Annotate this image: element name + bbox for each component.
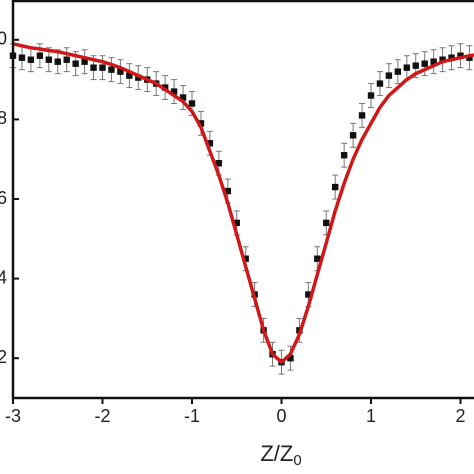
marker xyxy=(403,64,410,71)
data-point xyxy=(18,45,26,71)
marker xyxy=(188,100,196,107)
marker xyxy=(135,74,142,81)
marker xyxy=(233,219,240,227)
marker xyxy=(305,291,312,298)
data-point xyxy=(367,83,375,108)
x-tick-label: -1 xyxy=(184,406,200,426)
y-tick-label: 0.4 xyxy=(0,267,7,287)
data-point xyxy=(340,142,348,168)
data-point xyxy=(358,102,366,128)
marker xyxy=(215,159,223,167)
marker xyxy=(54,58,61,65)
data-point xyxy=(448,45,455,71)
marker xyxy=(314,255,321,262)
y-tick-label: 0.6 xyxy=(0,188,7,208)
marker xyxy=(63,56,70,63)
marker xyxy=(206,140,214,147)
marker xyxy=(36,52,44,59)
marker xyxy=(179,94,187,101)
data-point xyxy=(63,47,70,73)
data-point xyxy=(81,49,88,75)
marker xyxy=(170,88,178,95)
marker xyxy=(287,355,294,362)
data-point xyxy=(376,71,384,97)
data-point xyxy=(117,59,124,85)
x-tick-label: 0 xyxy=(276,406,286,426)
marker xyxy=(421,60,428,67)
marker xyxy=(349,132,357,139)
fit-line xyxy=(12,42,474,364)
marker xyxy=(90,64,97,71)
data-point xyxy=(126,63,133,89)
data-point xyxy=(170,79,178,104)
data-point xyxy=(439,47,446,73)
data-point xyxy=(457,43,464,69)
marker xyxy=(332,183,339,191)
marker xyxy=(394,68,402,75)
marker xyxy=(242,255,249,262)
marker xyxy=(108,66,115,73)
data-point xyxy=(108,57,115,83)
marker xyxy=(439,56,446,63)
marker xyxy=(81,58,88,65)
data-point xyxy=(27,47,35,73)
data-point xyxy=(430,49,437,75)
marker xyxy=(99,64,106,71)
marker xyxy=(430,58,437,65)
x-tick-label: -2 xyxy=(94,406,110,426)
data-point xyxy=(332,174,339,200)
marker xyxy=(224,187,231,195)
marker xyxy=(323,219,330,227)
marker xyxy=(340,152,348,159)
x-axis-label: Z/Z0 xyxy=(260,441,301,469)
marker xyxy=(367,92,375,99)
y-tick-label: 0.8 xyxy=(0,108,7,128)
data-point xyxy=(179,85,187,110)
marker xyxy=(466,54,473,61)
data-point xyxy=(394,59,402,85)
data-point xyxy=(466,45,473,71)
y-tick-label: 0.2 xyxy=(0,347,7,367)
marker xyxy=(45,56,52,63)
marker xyxy=(72,60,79,67)
marker xyxy=(197,120,205,127)
marker xyxy=(27,56,35,63)
data-point xyxy=(349,122,357,148)
x-tick-label: 1 xyxy=(366,406,376,426)
marker xyxy=(457,52,464,59)
marker xyxy=(18,54,26,61)
data-point xyxy=(135,65,142,91)
data-point xyxy=(421,51,428,77)
x-tick-label: 2 xyxy=(455,406,465,426)
y-tick-label: 1.0 xyxy=(0,29,7,49)
data-point xyxy=(385,63,393,89)
marker xyxy=(385,72,393,79)
marker xyxy=(376,80,384,87)
marker xyxy=(358,112,366,119)
x-tick-label: -3 xyxy=(5,406,21,426)
x-axis-label-main: Z/Z xyxy=(260,441,293,466)
marker xyxy=(448,54,455,61)
marker xyxy=(126,72,133,79)
x-axis-label-sub: 0 xyxy=(293,452,301,469)
marker xyxy=(412,62,419,69)
plot-frame xyxy=(11,0,474,400)
data-point xyxy=(99,55,106,81)
marker xyxy=(117,68,124,75)
